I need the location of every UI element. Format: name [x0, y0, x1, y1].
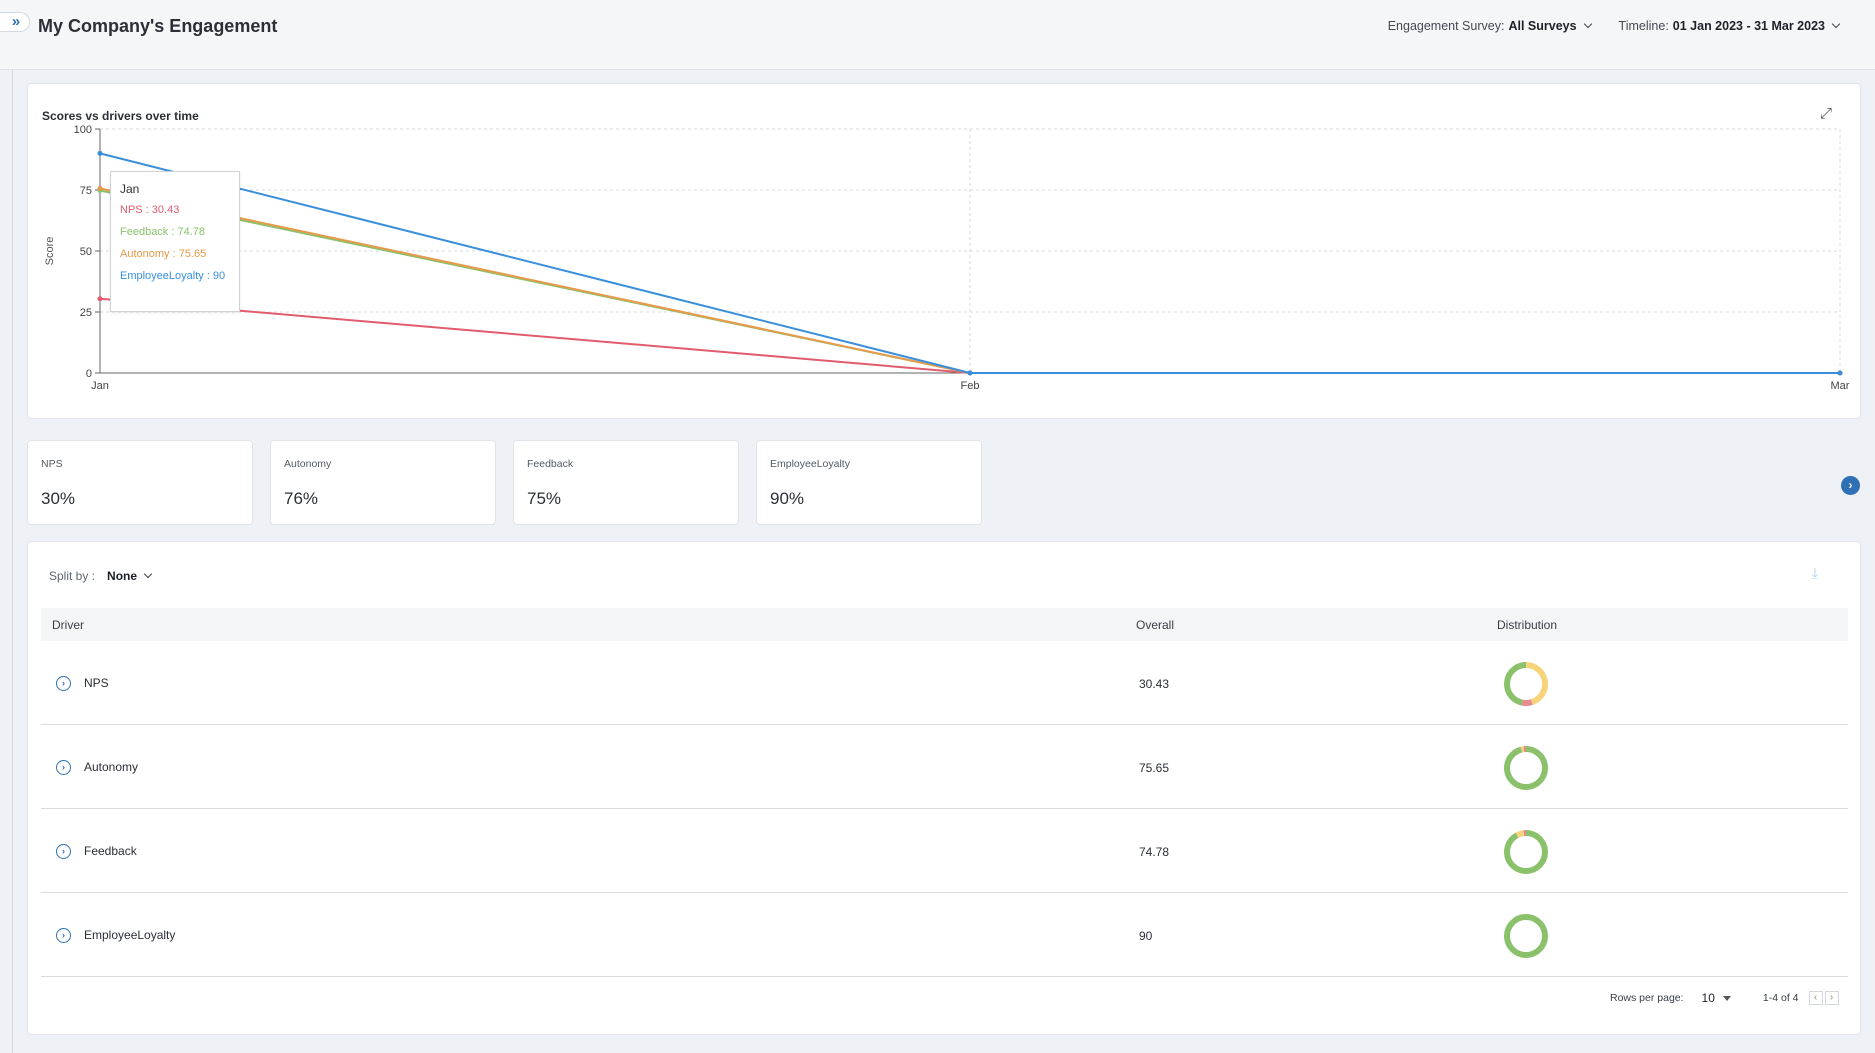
chart-title: Scores vs drivers over time — [42, 109, 199, 123]
double-chevron-right-icon[interactable]: » — [0, 12, 30, 32]
tooltip-title: Jan — [120, 182, 140, 196]
table-row: › Feedback 74.78 — [41, 809, 1848, 893]
donut-segment — [1504, 830, 1548, 874]
metric-label: NPS — [41, 458, 63, 470]
pagination-range: 1-4 of 4 — [1762, 992, 1799, 1004]
timeline-filter[interactable]: Timeline: 01 Jan 2023 - 31 Mar 2023 — [1618, 19, 1841, 33]
data-point-autonomy — [97, 185, 103, 191]
table-row: › Autonomy 75.65 — [41, 725, 1848, 809]
expand-diagonal-icon[interactable]: ⤢ — [1819, 105, 1832, 122]
y-tick-label: 100 — [74, 124, 92, 136]
metric-value: 76% — [284, 489, 319, 508]
chevron-down-icon[interactable] — [1583, 19, 1592, 29]
y-tick-label: 0 — [86, 368, 92, 380]
metric-value: 30% — [41, 489, 76, 508]
donut-segment — [1504, 662, 1548, 706]
driver-overall: 74.78 — [1139, 845, 1170, 859]
download-icon[interactable]: ⤓ — [1811, 565, 1819, 582]
metric-card-nps[interactable]: NPS 30% — [27, 440, 253, 525]
chevron-down-icon[interactable] — [143, 569, 153, 579]
survey-filter-label: Engagement Survey: — [1387, 19, 1505, 33]
tooltip-row-autonomy: Autonomy : 75.65 — [120, 248, 207, 260]
survey-filter-value[interactable]: All Surveys — [1508, 19, 1577, 33]
chart-tooltip: Jan NPS : 30.43 Feedback : 74.78 Autonom… — [110, 171, 240, 312]
driver-name: Feedback — [84, 844, 137, 858]
metric-value: 75% — [527, 489, 562, 508]
table-header: Driver Overall Distribution — [41, 608, 1848, 641]
column-header-overall[interactable]: Overall — [1136, 618, 1175, 632]
chart-card: 0 25 50 75 100 Jan Feb Mar Score Scores vs drive… — [27, 83, 1861, 419]
table-pagination: Rows per page: 10 1-4 of 4 ‹ › — [1610, 991, 1839, 1005]
chevron-right-circle-icon[interactable]: › — [56, 928, 71, 943]
donut-segment — [1504, 662, 1548, 706]
page-header: » My Company's Engagement Engagement Sur… — [0, 0, 1875, 70]
driver-name: Autonomy — [84, 760, 139, 774]
y-tick-label: 25 — [80, 307, 92, 319]
column-header-distribution[interactable]: Distribution — [1497, 618, 1558, 632]
chevron-right-icon[interactable]: › — [1824, 991, 1839, 1005]
metric-label: Autonomy — [284, 458, 332, 470]
chevron-right-icon[interactable]: › — [1841, 476, 1860, 495]
x-tick-label: Jan — [91, 380, 109, 392]
driver-name: NPS — [84, 676, 109, 690]
driver-overall: 75.65 — [1139, 761, 1170, 775]
tooltip-row-feedback: Feedback : 74.78 — [120, 226, 206, 238]
x-tick-label: Mar — [1831, 380, 1850, 392]
survey-filter[interactable]: Engagement Survey: All Surveys — [1387, 19, 1592, 33]
table-row: › EmployeeLoyalty 90 — [41, 893, 1848, 977]
header-filters: Engagement Survey: All Surveys Timeline:… — [1360, 19, 1841, 33]
donut-segment — [1504, 830, 1548, 874]
driver-name: EmployeeLoyalty — [84, 928, 176, 942]
timeline-filter-label: Timeline: — [1618, 19, 1669, 33]
rows-per-page-select[interactable]: 10 — [1701, 991, 1715, 1005]
table-row: › NPS 30.43 — [41, 641, 1848, 725]
data-point-employeeloyalty — [1837, 370, 1843, 376]
donut-segment — [1504, 746, 1548, 790]
metric-value: 90% — [770, 489, 805, 508]
rows-per-page-label: Rows per page: — [1610, 992, 1684, 1004]
chevron-right-circle-icon[interactable]: › — [56, 760, 71, 775]
donut-segment — [1504, 914, 1548, 958]
left-rail — [12, 70, 13, 1053]
distribution-donut — [1504, 914, 1548, 958]
donut-segment — [1504, 746, 1548, 790]
chevron-right-circle-icon[interactable]: › — [56, 844, 71, 859]
y-axis-label: Score — [44, 237, 56, 266]
data-point-nps — [97, 296, 103, 302]
driver-overall: 30.43 — [1139, 677, 1170, 691]
data-point-employeeloyalty — [97, 150, 103, 156]
split-by-control[interactable]: Split by : None — [49, 569, 153, 583]
metric-card-feedback[interactable]: Feedback 75% — [513, 440, 739, 525]
split-by-value[interactable]: None — [107, 569, 138, 583]
column-header-driver[interactable]: Driver — [52, 618, 84, 632]
metric-card-autonomy[interactable]: Autonomy 76% — [270, 440, 496, 525]
metric-label: EmployeeLoyalty — [770, 458, 850, 470]
page-title: My Company's Engagement — [38, 16, 278, 36]
metric-label: Feedback — [527, 458, 574, 470]
distribution-donut — [1504, 662, 1548, 706]
tooltip-row-nps: NPS : 30.43 — [120, 204, 180, 216]
data-point-employeeloyalty — [967, 370, 973, 376]
timeline-filter-value[interactable]: 01 Jan 2023 - 31 Mar 2023 — [1672, 19, 1825, 33]
tooltip-row-employeeloyalty: EmployeeLoyalty : 90 — [120, 270, 226, 282]
caret-down-icon[interactable] — [1722, 995, 1731, 1001]
metric-card-employeeloyalty[interactable]: EmployeeLoyalty 90% — [756, 440, 982, 525]
x-tick-label: Feb — [961, 380, 980, 392]
driver-overall: 90 — [1139, 929, 1153, 943]
y-tick-label: 75 — [80, 185, 92, 197]
distribution-donut — [1504, 746, 1548, 790]
drivers-table-card: Split by : None ⤓ Driver Overall Distrib… — [27, 541, 1861, 1035]
chevron-left-icon[interactable]: ‹ — [1808, 991, 1823, 1005]
distribution-donut — [1504, 830, 1548, 874]
line-chart: 0 25 50 75 100 Jan Feb Mar Score — [44, 124, 1850, 392]
y-tick-label: 50 — [80, 246, 92, 258]
chevron-down-icon[interactable] — [1831, 19, 1841, 29]
chevron-right-circle-icon[interactable]: › — [56, 676, 71, 691]
split-by-label: Split by : — [49, 569, 96, 583]
